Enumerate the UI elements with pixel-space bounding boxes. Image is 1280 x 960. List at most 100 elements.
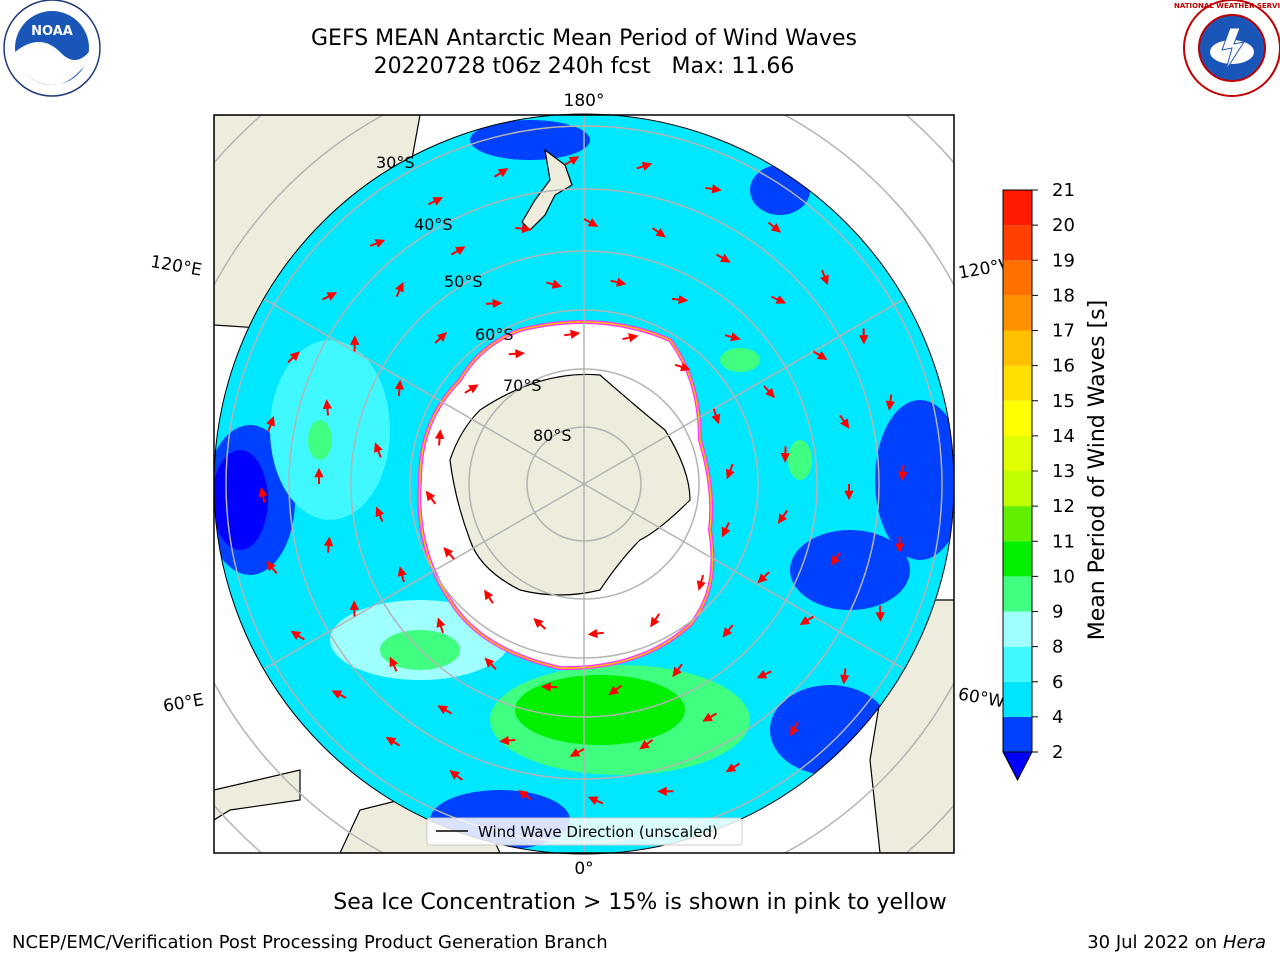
wave-direction-arrow-head (425, 490, 436, 502)
colorbar-tick-label: 2 (1052, 742, 1063, 763)
wave-direction-arrow-head (770, 223, 782, 233)
colorbar-segment (1003, 646, 1032, 682)
wave-direction-arrow-head (641, 161, 653, 171)
wave-direction-arrow-head (266, 560, 276, 572)
wave-direction-arrow-head (790, 725, 799, 737)
noaa-logo: NOAA (3, 0, 101, 97)
colorbar-tick-label: 19 (1052, 250, 1075, 271)
wave-direction-arrow-head (437, 705, 449, 715)
wave-direction-arrow-head (650, 616, 660, 628)
map-legend: Wind Wave Direction (unscaled) (426, 817, 743, 846)
colorbar-segment (1003, 225, 1032, 261)
chart-title: GEFS MEAN Antarctic Mean Period of Wind … (311, 26, 857, 51)
wave-direction-arrow-head (394, 379, 405, 390)
colorbar-segment (1003, 576, 1032, 612)
wave-direction-arrow-head (331, 690, 343, 699)
wave-direction-arrow-head (765, 387, 776, 399)
colorbar-tick-label: 21 (1052, 180, 1075, 201)
lat-label-30s: 30°S (376, 153, 415, 172)
wave-direction-arrow-head (515, 349, 526, 359)
wave-direction-arrow-head (830, 555, 840, 566)
colorbar-tick-label: 15 (1052, 391, 1075, 412)
colorbar-label: Mean Period of Wind Waves [s] (1085, 300, 1110, 640)
colorbar-segment (1003, 611, 1032, 647)
colorbar-segment (1003, 435, 1032, 471)
lon-label-180: 180° (564, 91, 605, 111)
lon-label-0: 0° (574, 859, 593, 879)
wave-direction-arrow-head (859, 335, 869, 345)
colorbar-tick-label: 14 (1052, 426, 1075, 447)
wave-direction-arrow-head (533, 618, 544, 628)
wave-direction-arrow-head (711, 413, 721, 425)
wind-wave-arrows (258, 156, 908, 805)
wave-direction-arrow-head (844, 490, 854, 501)
colorbar-tick-label: 18 (1052, 285, 1075, 306)
wave-direction-arrow-head (454, 246, 466, 256)
wave-direction-arrow-head (898, 471, 908, 482)
wave-direction-arrow-head (616, 277, 627, 287)
nws-logo-text: NATIONAL WEATHER SERVICE (1174, 2, 1280, 10)
lon-label-60w: 60°W (957, 684, 1007, 712)
colorbar-segment (1003, 471, 1032, 507)
wave-direction-arrow-head (492, 298, 503, 309)
wave-direction-arrow-head (587, 796, 599, 805)
wave-direction-arrow-head (719, 253, 731, 263)
wave-direction-arrow-head (397, 566, 407, 577)
wave-direction-arrow-head (587, 218, 599, 227)
wave-direction-arrow-head (639, 740, 650, 750)
wave-direction-arrow-head (266, 415, 275, 427)
wave-direction-arrow-head (775, 295, 787, 304)
wave-direction-arrow-head (518, 789, 529, 800)
wave-direction-arrow-head (374, 442, 383, 453)
wave-direction-arrow-head (443, 547, 454, 558)
colorbar-tick-label: 13 (1052, 461, 1075, 482)
wave-direction-arrow-head (570, 329, 581, 339)
sea-ice-note: Sea Ice Concentration > 15% is shown in … (333, 890, 947, 915)
legend-label: Wind Wave Direction (unscaled) (478, 823, 718, 841)
wave-direction-arrow-head (541, 682, 551, 692)
footer-date-text: 30 Jul 2022 on (1087, 932, 1218, 953)
wave-direction-arrow-head (449, 770, 460, 780)
wave-direction-arrow-head (551, 279, 563, 289)
wave-direction-arrow-head (657, 786, 667, 796)
wave-direction-arrow-head (655, 228, 666, 238)
colorbar-tick-label: 11 (1052, 531, 1075, 552)
colorbar-tick-label: 9 (1052, 602, 1063, 623)
nws-logo: NATIONAL WEATHER SERVICE (1174, 0, 1280, 97)
wave-direction-arrow-head (436, 331, 448, 342)
wave-direction-arrow-head (672, 666, 682, 678)
lon-label-60e: 60°E (162, 690, 206, 717)
wave-direction-arrow-head (780, 453, 790, 463)
wave-direction-arrow-head (840, 674, 850, 685)
colorbar-tick-label: 20 (1052, 215, 1075, 236)
wave-direction-arrow-head (468, 384, 479, 394)
colorbar-tick-label: 16 (1052, 356, 1075, 377)
wave-direction-arrow-head (314, 467, 324, 478)
wave-direction-arrow-head (389, 656, 399, 668)
wave-direction-arrow-head (326, 292, 338, 301)
colorbar-tick-label: 8 (1052, 637, 1063, 658)
lat-label-80s: 80°S (533, 426, 572, 445)
wave-direction-arrow-head (385, 736, 397, 746)
wave-direction-arrow-head (711, 184, 722, 194)
colorbar-tick-label: 17 (1052, 321, 1075, 342)
wave-direction-arrow-head (432, 197, 444, 206)
wave-direction-arrow-head (895, 543, 905, 554)
colorbar-segment (1003, 400, 1032, 436)
colorbar-under-triangle (1002, 751, 1033, 782)
colorbar: 2 4 6 8 9 10 11 12 13 14 15 16 17 18 19 20 21 Mean Perio… (1002, 180, 1110, 782)
wave-direction-arrow-head (434, 429, 445, 440)
colorbar-segment (1003, 541, 1032, 577)
wave-direction-arrow-head (395, 281, 404, 293)
lon-label-120e: 120°E (149, 252, 203, 281)
wave-direction-arrow-head (290, 630, 302, 640)
wave-direction-arrow-head (374, 239, 386, 248)
lat-label-40s: 40°S (414, 215, 453, 234)
lat-label-60s: 60°S (475, 325, 514, 344)
wave-direction-arrow-head (568, 156, 580, 166)
colorbar-segment (1003, 260, 1032, 296)
footer-producer: NCEP/EMC/Verification Post Processing Pr… (12, 932, 608, 953)
wave-direction-arrow-head (289, 351, 300, 362)
wave-direction-arrow-head (725, 763, 737, 773)
